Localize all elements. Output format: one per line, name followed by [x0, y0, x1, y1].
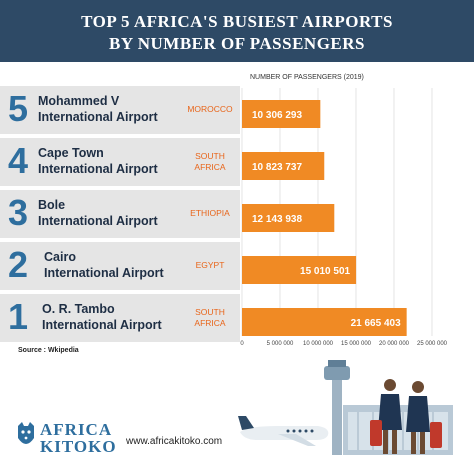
header-banner: TOP 5 AFRICA'S BUSIEST AIRPORTS BY NUMBE…: [0, 0, 474, 62]
rank-number: 5: [8, 88, 29, 129]
airport-name: Bole International Airport: [38, 198, 158, 229]
leopard-logo-icon: [18, 422, 34, 444]
country-label: MOROCCO: [180, 104, 240, 115]
airport-name-line2: International Airport: [38, 161, 158, 176]
airport-name-line1: Mohammed V: [38, 94, 120, 108]
airport-row-background: [0, 190, 240, 238]
brand-name-line1: AFRICA: [40, 420, 113, 439]
bar-value-label: 15 010 501: [300, 266, 350, 277]
bar-value-label: 10 306 293: [252, 110, 302, 121]
website-link[interactable]: www.africakitoko.com: [126, 436, 223, 447]
bar: [242, 308, 407, 336]
airport-name-line2: International Airport: [38, 109, 158, 124]
rank-number: 4: [8, 140, 29, 181]
bar: [242, 204, 335, 232]
country-label-line1: EGYPT: [195, 260, 225, 270]
country-label-line1: MOROCCO: [187, 104, 233, 114]
country-label-line2: AFRICA: [194, 161, 226, 172]
bar: [242, 100, 321, 128]
x-tick-label: 5 000 000: [267, 341, 294, 347]
airport-row-background: [0, 138, 240, 186]
bar: [242, 256, 357, 284]
rank-number: 1: [8, 296, 29, 337]
bar-value-label: 10 823 737: [252, 162, 302, 173]
x-tick-label: 10 000 000: [303, 341, 334, 347]
airport-row-background: [0, 86, 240, 134]
airport-name-line2: International Airport: [42, 317, 162, 332]
airport-name: Cape Town International Airport: [38, 146, 158, 177]
x-tick-label: 0: [240, 341, 244, 347]
airport-name: Cairo International Airport: [44, 250, 164, 281]
source-note: Source : Wkipedia: [18, 347, 79, 354]
country-label-line1: SOUTH: [195, 307, 225, 317]
airport-name-line1: Cairo: [44, 250, 76, 264]
airport-name: Mohammed V International Airport: [38, 94, 158, 125]
bar-chart: 0 5 000 000 10 000 000 15 000 000 20 000 000…: [240, 88, 448, 347]
country-label-line2: AFRICA: [194, 317, 226, 328]
x-tick-label: 20 000 000: [379, 341, 410, 347]
airport-name-line2: International Airport: [38, 213, 158, 228]
country-label: SOUTH AFRICA: [180, 151, 240, 172]
rank-number: 2: [8, 244, 29, 285]
airport-illustration-icon: [238, 360, 453, 455]
x-tick-label: 25 000 000: [417, 341, 448, 347]
country-label: EGYPT: [180, 260, 240, 271]
country-label-line1: SOUTH: [195, 151, 225, 161]
airport-name-line2: International Airport: [44, 265, 164, 280]
airport-name-line1: O. R. Tambo: [42, 302, 115, 316]
country-label: SOUTH AFRICA: [180, 307, 240, 328]
bar: [242, 152, 325, 180]
chart-title-line1: TOP 5 AFRICA'S BUSIEST AIRPORTS: [81, 12, 393, 31]
chart-title-line2: BY NUMBER OF PASSENGERS: [109, 34, 365, 53]
airport-row-background: [0, 294, 240, 342]
airport-name-line1: Bole: [38, 198, 66, 212]
airport-row-background: [0, 242, 240, 290]
rank-number: 3: [8, 192, 29, 233]
country-label: ETHIOPIA: [180, 208, 240, 219]
airport-name-line1: Cape Town: [38, 146, 104, 160]
bar-value-label: 21 665 403: [351, 318, 401, 329]
bar-value-label: 12 143 938: [252, 214, 302, 225]
x-tick-label: 15 000 000: [341, 341, 372, 347]
country-label-line1: ETHIOPIA: [190, 208, 230, 218]
brand-name-line2: KITOKO: [40, 437, 117, 456]
x-axis-title: NUMBER OF PASSENGERS (2019): [250, 74, 364, 81]
airport-name: O. R. Tambo International Airport: [42, 302, 162, 333]
